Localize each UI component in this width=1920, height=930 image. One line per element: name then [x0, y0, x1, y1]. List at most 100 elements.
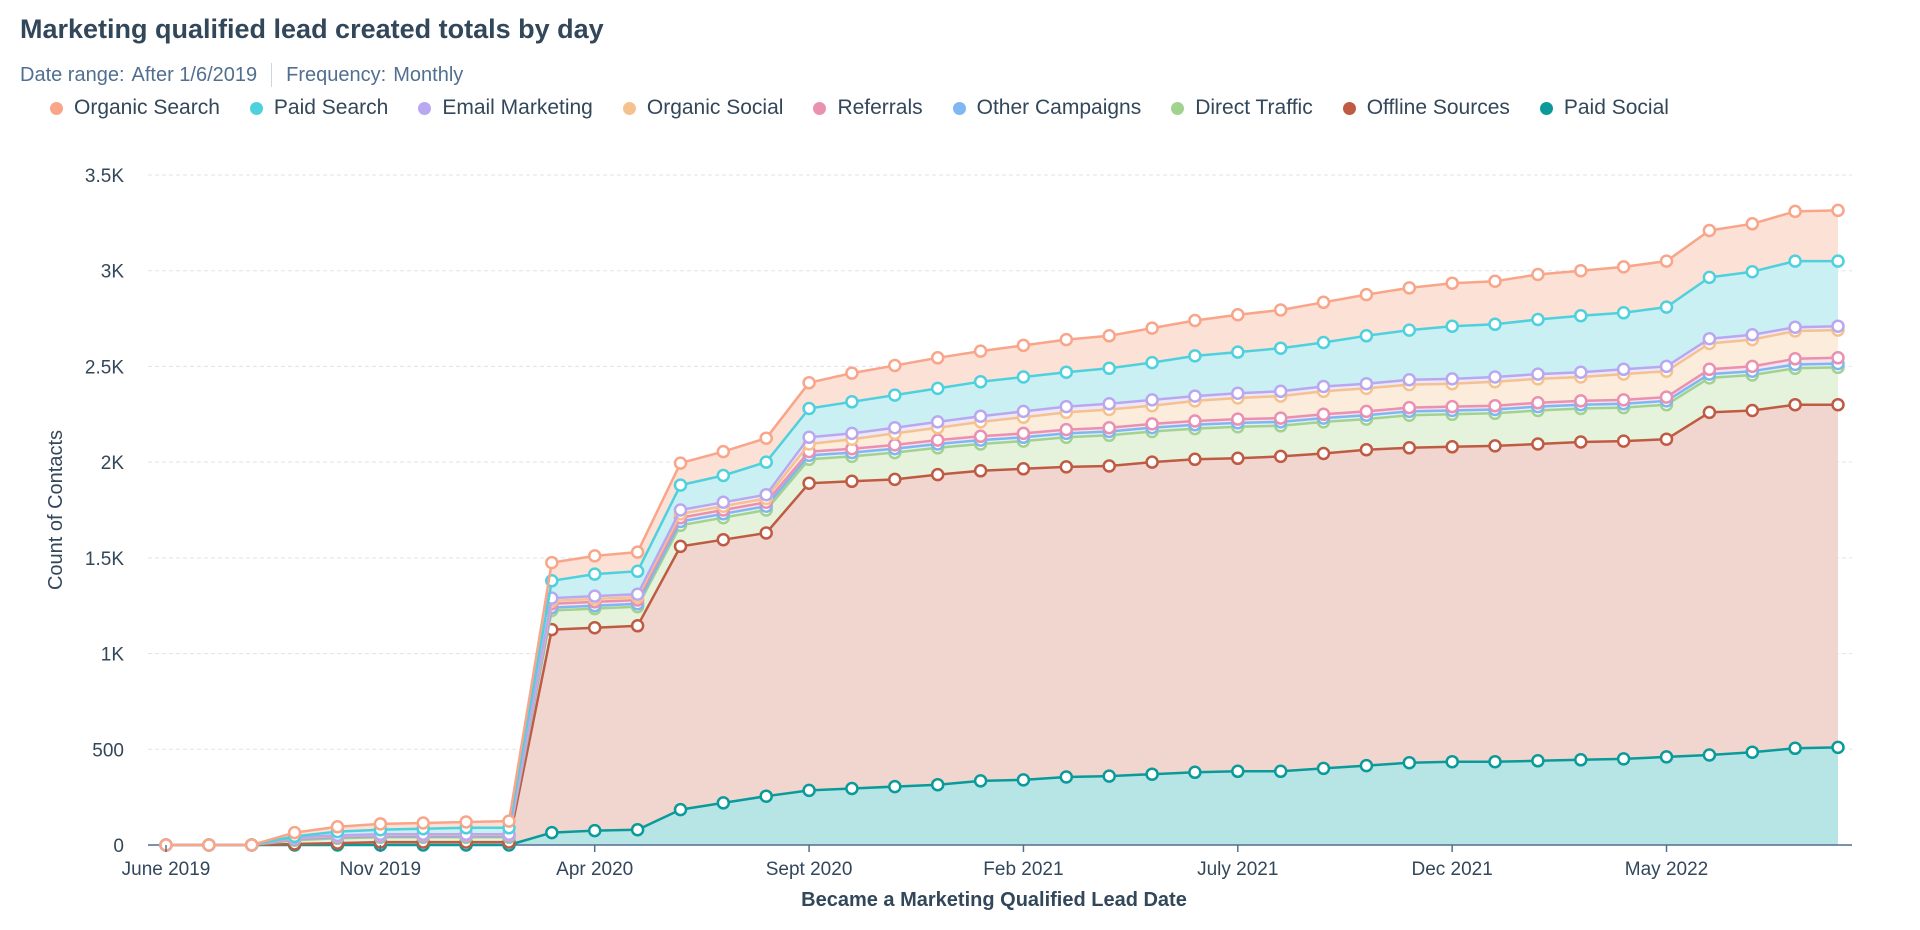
legend-label: Offline Sources	[1366, 96, 1510, 119]
data-point-email-marketing	[673, 503, 688, 517]
data-point-offline-sources	[1531, 437, 1545, 451]
data-point-paid-search	[587, 567, 602, 581]
data-point-paid-social	[1316, 761, 1331, 776]
frequency-value: Monthly	[393, 63, 464, 86]
data-point-email-marketing	[587, 589, 602, 603]
data-point-offline-sources	[930, 467, 945, 482]
legend-label: Paid Social	[1563, 96, 1669, 119]
data-point-referrals	[1402, 400, 1417, 415]
data-point-organic-search	[845, 366, 859, 380]
series-line-email-marketing	[166, 324, 1839, 847]
data-point-paid-search	[1059, 365, 1074, 379]
legend-label: Organic Social	[646, 96, 784, 119]
data-point-paid-social	[673, 802, 688, 817]
data-point-offline-sources	[1359, 442, 1374, 457]
data-point-referrals	[1488, 398, 1502, 413]
y-tick-label: 2.5K	[85, 357, 124, 378]
data-point-paid-social	[1016, 773, 1031, 787]
data-point-organic-search	[1402, 281, 1417, 295]
data-point-referrals	[1359, 404, 1374, 419]
data-point-paid-search	[1488, 317, 1502, 332]
data-point-paid-search	[930, 381, 945, 396]
date-range-label: Date range:	[20, 63, 125, 86]
data-point-offline-sources	[587, 620, 602, 635]
legend-item-paid-social[interactable]: Paid Social	[1539, 96, 1669, 120]
legend-item-organic-search[interactable]: Organic Search	[50, 96, 220, 120]
legend-swatch-icon	[1171, 101, 1185, 115]
legend-item-paid-search[interactable]: Paid Search	[249, 96, 388, 120]
data-point-paid-search	[1745, 264, 1760, 279]
series-line-paid-search	[166, 259, 1838, 847]
data-point-offline-sources	[845, 474, 859, 489]
x-tick-label: Feb 2021	[983, 859, 1063, 880]
chart-title: Marketing qualified lead created totals …	[20, 14, 604, 44]
data-point-paid-search	[1231, 345, 1245, 359]
data-point-referrals	[1702, 362, 1717, 377]
data-point-paid-social	[1359, 758, 1374, 773]
data-point-organic-search	[1316, 295, 1331, 310]
data-point-email-marketing	[973, 409, 988, 423]
data-point-paid-social	[1445, 754, 1459, 769]
y-tick-label: 0	[113, 836, 124, 857]
data-point-paid-social	[759, 789, 773, 803]
data-point-paid-social	[716, 796, 731, 810]
data-point-referrals	[1273, 411, 1288, 425]
data-point-email-marketing	[930, 415, 945, 429]
legend-item-direct-traffic[interactable]: Direct Traffic	[1171, 96, 1313, 120]
legend-item-offline-sources[interactable]: Offline Sources	[1342, 96, 1510, 120]
data-point-offline-sources	[973, 464, 988, 478]
data-point-referrals	[888, 438, 902, 452]
data-point-organic-search	[973, 344, 988, 358]
data-point-organic-search	[373, 817, 388, 831]
data-point-referrals	[1745, 359, 1760, 374]
data-point-email-marketing	[1531, 367, 1545, 381]
data-point-organic-search	[673, 456, 688, 470]
x-tick-label: Apr 2020	[556, 859, 633, 880]
legend-item-other-campaigns[interactable]: Other Campaigns	[952, 96, 1141, 120]
data-point-offline-sources	[1016, 462, 1031, 476]
legend-item-organic-social[interactable]: Organic Social	[622, 96, 784, 120]
data-point-organic-search	[587, 549, 602, 563]
data-point-email-marketing	[802, 430, 816, 445]
data-point-referrals	[1574, 394, 1588, 408]
data-point-organic-search	[1016, 338, 1031, 353]
data-point-organic-search	[1231, 307, 1245, 322]
data-point-email-marketing	[759, 487, 773, 502]
data-point-referrals	[930, 433, 945, 447]
data-point-paid-social	[1231, 764, 1245, 779]
data-point-paid-social	[1788, 741, 1802, 756]
report-meta: Date range: After 1/6/2019 Frequency: Mo…	[20, 63, 463, 87]
data-point-paid-search	[973, 374, 988, 389]
data-point-paid-social	[545, 825, 559, 840]
legend-item-referrals[interactable]: Referrals	[813, 96, 923, 120]
legend-swatch-icon	[1342, 101, 1356, 115]
x-tick-label: July 2021	[1197, 859, 1278, 880]
data-point-paid-social	[1574, 753, 1588, 767]
data-point-offline-sources	[888, 472, 902, 487]
data-point-offline-sources	[1402, 441, 1417, 455]
area-paid-search	[166, 261, 1838, 846]
data-point-paid-search	[1531, 312, 1545, 327]
data-point-email-marketing	[1188, 389, 1202, 403]
data-point-offline-sources	[716, 532, 731, 547]
data-point-organic-search	[1659, 254, 1674, 268]
data-point-paid-social	[973, 774, 988, 788]
data-point-organic-search	[1488, 274, 1502, 288]
data-point-email-marketing	[1402, 373, 1417, 387]
data-point-offline-sources	[1445, 440, 1459, 454]
legend-item-email-marketing[interactable]: Email Marketing	[418, 96, 593, 120]
data-point-paid-search	[1188, 349, 1202, 363]
data-point-paid-search	[1659, 300, 1674, 314]
data-point-organic-search	[1359, 287, 1374, 302]
data-point-paid-search	[630, 564, 645, 579]
area-organic-search	[166, 210, 1838, 845]
data-point-email-marketing	[1231, 386, 1245, 400]
data-point-organic-search	[287, 825, 302, 840]
data-point-organic-search	[759, 431, 773, 445]
y-axis-title: Count of Contacts	[45, 430, 67, 590]
data-point-offline-sources	[759, 526, 773, 540]
data-point-paid-social	[802, 783, 816, 798]
y-tick-label: 500	[92, 740, 124, 761]
data-point-paid-social	[630, 822, 645, 837]
data-point-organic-search	[330, 820, 345, 834]
